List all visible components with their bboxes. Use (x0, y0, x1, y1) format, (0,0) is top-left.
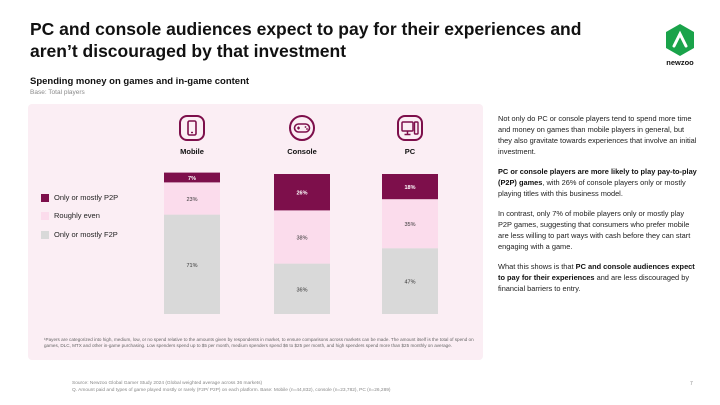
legend-swatch-p2p (41, 193, 49, 202)
newzoo-logo-icon (666, 24, 694, 56)
newzoo-logo: newzoo (660, 24, 700, 70)
bar-console-series-1 (274, 210, 330, 264)
commentary-paragraph-2: PC or console players are more likely to… (498, 167, 697, 198)
bar-label-pc-series-1: 35% (404, 222, 415, 228)
source-line-1: Source: Newzoo Global Gamer Study 2024 (… (72, 381, 263, 386)
page-title: PC and console audiences expect to pay f… (30, 19, 582, 61)
bar-console-series-2 (274, 174, 330, 211)
bar-label-pc-series-0: 47% (404, 280, 415, 286)
logo-wordmark: newzoo (666, 58, 694, 67)
legend-label-even: Roughly even (54, 211, 100, 220)
gamepad-icon (289, 115, 315, 141)
chart-panel: Mobile 71% 23% 7% Console 36% 38% 26% PC 47% 35% 18… (28, 104, 483, 360)
commentary-paragraph-4: What this shows is that PC and console a… (498, 262, 695, 293)
footnote: ¹Payers are categorized into high, mediu… (44, 337, 474, 348)
legend-item-even: Roughly even (41, 211, 100, 220)
bar-mobile-series-1 (164, 182, 220, 215)
bar-mobile-series-2 (164, 172, 220, 183)
chart-base: Base: Total players (30, 89, 85, 96)
stacked-bar-chart: Mobile 71% 23% 7% Console 36% 38% 26% PC 47% 35% 18… (164, 115, 438, 314)
bar-label-pc-series-2: 18% (404, 185, 415, 191)
legend-item-p2p: Only or mostly P2P (41, 193, 118, 202)
legend-swatch-f2p (41, 230, 49, 239)
category-label-console: Console (287, 147, 317, 156)
bar-label-mobile-series-1: 23% (186, 197, 197, 203)
bar-label-console-series-0: 36% (296, 287, 307, 293)
source-note: Source: Newzoo Global Gamer Study 2024 (… (72, 381, 391, 394)
page-number: 7 (690, 381, 693, 387)
legend-label-f2p: Only or mostly F2P (54, 230, 118, 239)
pc-icon (397, 115, 423, 141)
bar-label-mobile-series-0: 71% (186, 263, 197, 269)
bar-label-console-series-1: 38% (296, 236, 307, 242)
bar-pc-series-1 (382, 199, 438, 249)
bar-mobile-series-0 (164, 214, 220, 314)
chart-subtitle: Spending money on games and in-game cont… (30, 76, 250, 87)
source-line-2: Q. Amount paid and types of game played … (72, 387, 391, 393)
commentary: Not only do PC or console players tend t… (498, 113, 698, 303)
legend-label-p2p: Only or mostly P2P (54, 193, 119, 202)
category-label-mobile: Mobile (180, 147, 204, 156)
category-label-pc: PC (405, 147, 416, 156)
bar-pc-series-0 (382, 248, 438, 314)
legend-item-f2p: Only or mostly F2P (41, 230, 118, 239)
mobile-icon (179, 115, 205, 141)
commentary-paragraph-1: Not only do PC or console players tend t… (498, 114, 697, 156)
bar-console-series-0 (274, 263, 330, 314)
commentary-paragraph-3: In contrast, only 7% of mobile players o… (498, 209, 691, 251)
bar-label-mobile-series-2: 7% (188, 176, 196, 182)
bar-pc-series-2 (382, 174, 438, 200)
bar-label-console-series-2: 26% (296, 191, 307, 197)
legend-swatch-even (41, 211, 49, 220)
